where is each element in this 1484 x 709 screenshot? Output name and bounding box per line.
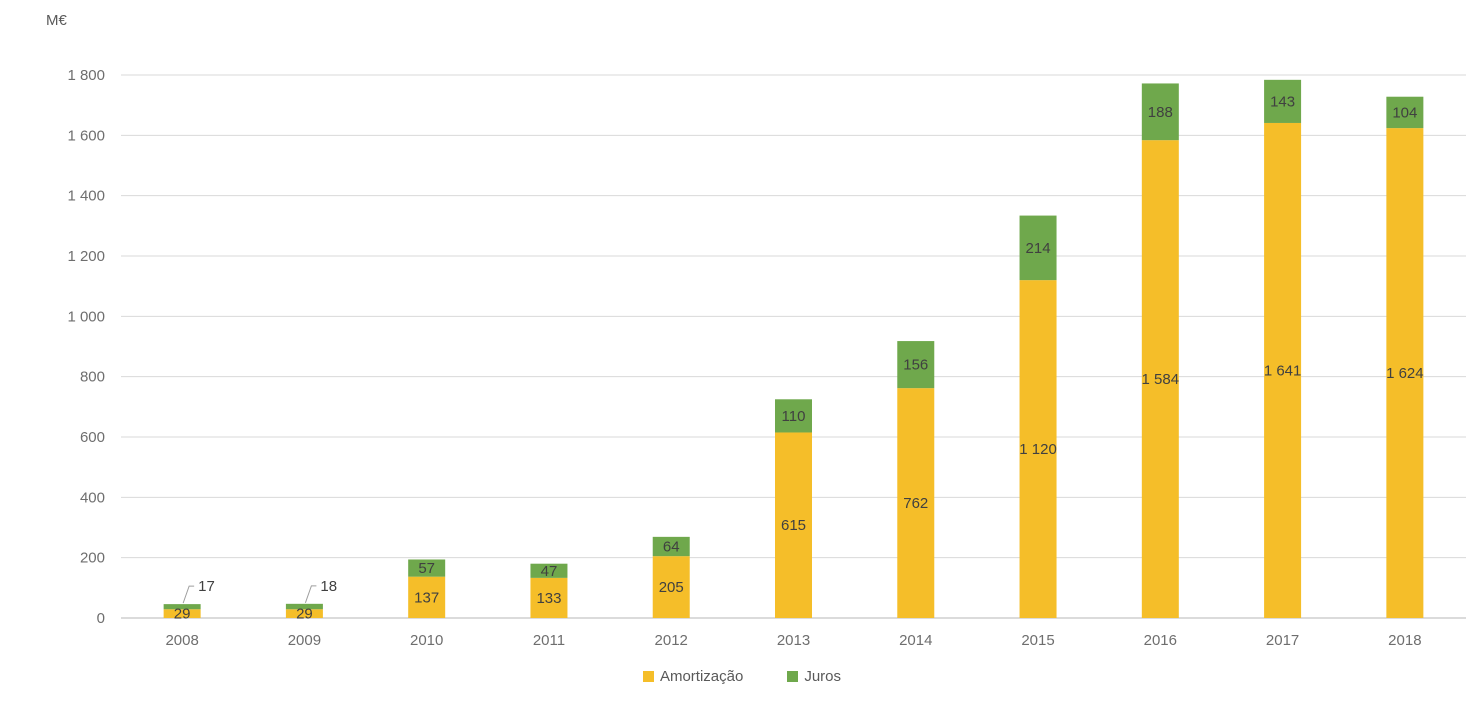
y-axis-unit-label: M€ (46, 12, 67, 29)
bar-segment-amortizacao-2012 (652, 556, 690, 618)
bar-segment-juros-2009 (285, 603, 323, 610)
bar-segment-amortizacao-2010 (408, 576, 446, 618)
bar-segment-amortizacao-2014 (897, 388, 935, 618)
bar-label-juros-2015: 214 (1026, 240, 1051, 257)
bar-label-juros-2009: 18 (320, 578, 337, 595)
bar-segment-juros-2010 (408, 559, 446, 577)
bar-label-amortizacao-2016: 1 584 (1142, 371, 1180, 388)
bar-label-juros-2017: 143 (1270, 93, 1295, 110)
bar-segment-amortizacao-2015 (1019, 280, 1057, 618)
callout-leader-line (182, 585, 195, 604)
bar-segment-amortizacao-2016 (1141, 140, 1179, 618)
bar-label-amortizacao-2010: 137 (414, 589, 439, 606)
bar-label-juros-2013: 110 (782, 408, 806, 425)
callout-leader-line (304, 585, 317, 603)
y-tick-label: 1 000 (67, 308, 105, 325)
legend-item-juros: Juros (787, 668, 841, 685)
legend: Amortização Juros (0, 668, 1484, 685)
bar-segment-amortizacao-2017 (1264, 122, 1302, 618)
bar-label-juros-2011: 47 (541, 563, 558, 580)
bar-segment-amortizacao-2013 (775, 432, 812, 618)
bar-segment-juros-2012 (652, 536, 690, 557)
bar-segment-amortizacao-2011 (530, 577, 568, 618)
bar-label-amortizacao-2015: 1 120 (1019, 441, 1057, 458)
bar-label-amortizacao-2009: 29 (296, 606, 313, 623)
x-tick-label-2015: 2015 (1021, 632, 1054, 649)
bar-segment-juros-2017 (1264, 79, 1302, 123)
bar-segment-amortizacao-2018 (1386, 128, 1424, 619)
x-tick-label-2014: 2014 (899, 632, 932, 649)
x-tick-label-2012: 2012 (655, 632, 688, 649)
legend-label-juros: Juros (804, 668, 842, 685)
bar-label-amortizacao-2013: 615 (781, 517, 806, 534)
bar-segment-juros-2015 (1019, 215, 1057, 281)
bar-label-amortizacao-2012: 205 (659, 579, 684, 596)
legend-swatch-amortizacao-icon (642, 671, 654, 682)
y-tick-label: 1 200 (67, 248, 105, 265)
bar-label-juros-2018: 104 (1392, 104, 1417, 121)
bar-segment-juros-2018 (1386, 96, 1424, 129)
plot-area: 0 200 400 600 800 1 000 1 200 1 400 1 600 1 800 29… (67, 67, 1466, 649)
bar-label-amortizacao-2017: 1 641 (1264, 362, 1302, 379)
legend-label-amortizacao: Amortização (659, 668, 744, 685)
bar-segment-juros-2008 (163, 604, 201, 610)
bar-label-juros-2014: 156 (903, 357, 928, 374)
bar-label-amortizacao-2008: 29 (174, 606, 191, 623)
y-tick-label: 0 (97, 610, 105, 627)
bar-segment-juros-2013 (775, 399, 812, 433)
bar-label-juros-2010: 57 (418, 560, 435, 577)
bar-label-amortizacao-2018: 1 624 (1386, 365, 1424, 382)
y-tick-label: 1 600 (67, 127, 105, 144)
bar-segment-juros-2011 (530, 563, 568, 578)
y-tick-label: 1 800 (67, 67, 105, 84)
x-tick-label-2010: 2010 (410, 632, 443, 649)
legend-swatch-juros-icon (787, 671, 799, 682)
y-tick-label: 600 (80, 429, 105, 446)
bar-segment-juros-2016 (1141, 83, 1179, 141)
x-tick-label-2013: 2013 (777, 632, 810, 649)
bar-label-juros-2012: 64 (663, 539, 680, 556)
x-tick-label-2016: 2016 (1144, 632, 1177, 649)
bar-label-amortizacao-2011: 133 (536, 590, 561, 607)
x-tick-label-2009: 2009 (288, 632, 321, 649)
y-tick-label: 400 (80, 489, 105, 506)
bar-label-juros-2016: 188 (1148, 104, 1173, 121)
x-tick-label-2011: 2011 (533, 632, 565, 649)
bar-segment-amortizacao-2008 (163, 609, 201, 618)
x-tick-label-2008: 2008 (165, 632, 198, 649)
y-tick-label: 800 (80, 369, 105, 386)
y-tick-label: 200 (80, 550, 105, 567)
x-tick-label-2017: 2017 (1266, 632, 1299, 649)
bar-label-amortizacao-2014: 762 (903, 495, 928, 512)
x-tick-label-2018: 2018 (1388, 632, 1421, 649)
y-tick-label: 1 400 (67, 188, 105, 205)
bar-label-juros-2008: 17 (198, 578, 215, 595)
legend-item-amortizacao: Amortização (642, 668, 744, 685)
bar-segment-amortizacao-2009 (285, 609, 323, 618)
bar-segment-juros-2014 (897, 341, 935, 389)
